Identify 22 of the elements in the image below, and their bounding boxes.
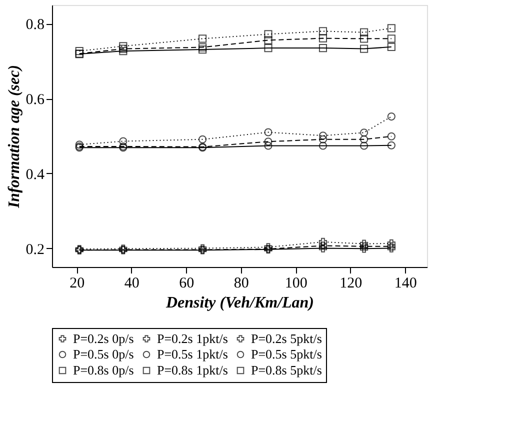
- legend-label: P=0.2s 0p/s: [73, 330, 134, 346]
- legend-label: P=0.5s 1pkt/s: [157, 346, 228, 362]
- legend-label: P=0.5s 0p/s: [73, 346, 134, 362]
- x-tick-label: 20: [70, 276, 85, 292]
- y-tick-label: 0.6: [26, 92, 45, 108]
- legend-label: P=0.8s 0p/s: [73, 362, 134, 378]
- legend-label: P=0.2s 1pkt/s: [157, 330, 228, 346]
- x-tick-label: 60: [179, 276, 194, 292]
- legend-label: P=0.5s 5pkt/s: [251, 346, 322, 362]
- legend-label: P=0.2s 5pkt/s: [251, 330, 322, 346]
- x-tick-label: 120: [340, 276, 362, 292]
- y-tick-label: 0.8: [26, 17, 44, 34]
- legend-label: P=0.8s 5pkt/s: [251, 362, 322, 378]
- x-tick-label: 80: [234, 276, 249, 292]
- x-axis-title: Density (Veh/Km/Lan): [164, 294, 314, 312]
- legend-label: P=0.8s 1pkt/s: [157, 362, 228, 378]
- y-tick-label: 0.4: [26, 166, 45, 183]
- x-tick-label: 100: [284, 276, 308, 292]
- y-tick-label: 0.2: [26, 242, 44, 258]
- y-axis-title: Information age (sec): [6, 64, 23, 210]
- x-tick-label: 40: [124, 276, 140, 292]
- x-tick-label: 140: [394, 276, 417, 292]
